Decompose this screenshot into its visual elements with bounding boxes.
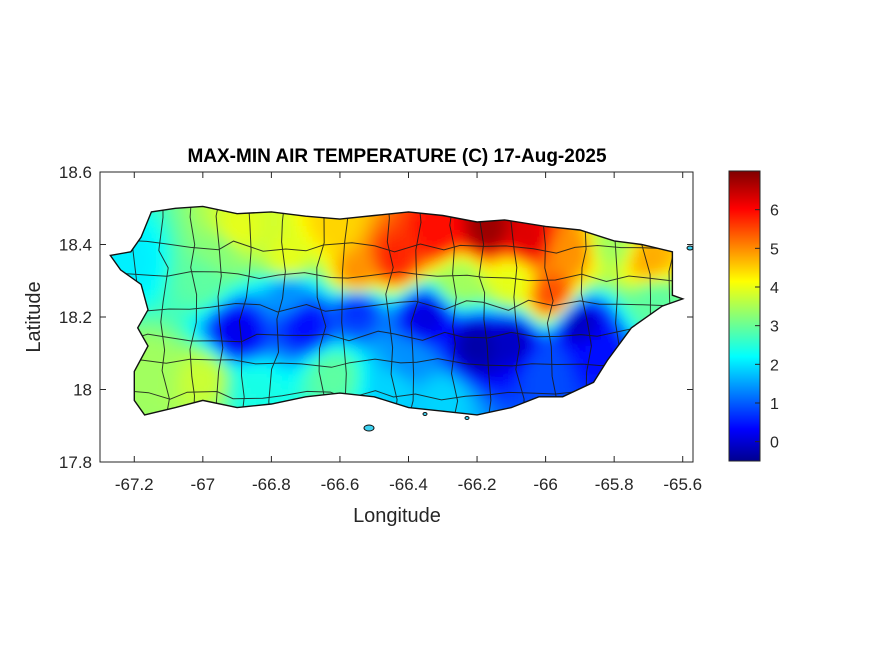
colorbar-tick-label: 3 — [770, 319, 779, 336]
x-tick-label: -65.6 — [663, 475, 702, 494]
x-tick-label: -66.8 — [252, 475, 291, 494]
x-tick-label: -66.6 — [321, 475, 360, 494]
y-tick-label: 17.8 — [59, 453, 92, 472]
x-axis-title: Longitude — [353, 505, 441, 527]
y-axis: 17.8 18 18.2 18.4 18.6 — [59, 163, 693, 472]
y-tick-label: 18.6 — [59, 163, 92, 182]
colorbar-tick-label: 0 — [770, 435, 779, 452]
x-tick-label: -66.4 — [389, 475, 428, 494]
y-tick-label: 18.2 — [59, 308, 92, 327]
y-tick-label: 18.4 — [59, 236, 92, 255]
small-islands — [363, 245, 694, 432]
plot-title: MAX-MIN AIR TEMPERATURE (C) 17-Aug-2025 — [187, 146, 607, 167]
colorbar-tick-label: 4 — [770, 280, 779, 297]
colorbar-tick-label: 2 — [770, 357, 779, 374]
y-axis-title: Latitude — [23, 281, 45, 352]
x-tick-label: -66 — [533, 475, 558, 494]
x-tick-label: -67.2 — [115, 475, 154, 494]
y-tick-label: 18 — [73, 381, 92, 400]
x-axis: -67.2 -67 -66.8 -66.6 -66.4 -66.2 -66 -65.8 -65.… — [115, 172, 702, 494]
colorbar-tick-label: 5 — [770, 241, 779, 258]
x-tick-label: -66.2 — [458, 475, 497, 494]
colorbar-gradient — [728, 170, 761, 462]
colorbar-tick-label: 6 — [770, 203, 779, 220]
x-tick-label: -67 — [191, 475, 216, 494]
colorbar: 0 1 2 3 4 5 6 — [728, 170, 779, 462]
x-tick-label: -65.8 — [595, 475, 634, 494]
colorbar-tick-label: 1 — [770, 396, 779, 413]
coastline — [109, 205, 685, 416]
